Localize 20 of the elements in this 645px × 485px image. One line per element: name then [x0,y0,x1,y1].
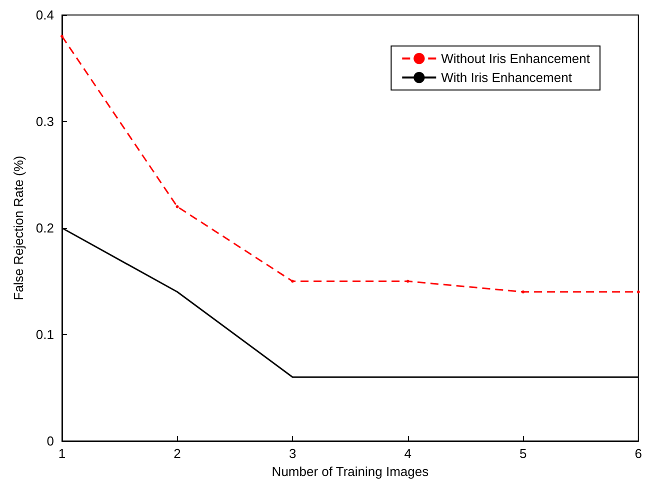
y-tick-label: 0.3 [36,114,54,129]
y-axis-title: False Rejection Rate (%) [11,156,26,300]
point [176,205,179,208]
y-tick-label: 0 [46,434,54,448]
point [291,280,294,283]
x-tick-label: 5 [519,446,527,461]
point [636,290,640,294]
legend-label: With Iris Enhancement [441,70,572,85]
x-tick-label: 1 [58,446,66,461]
point [60,34,64,38]
legend-label: Without Iris Enhancement [441,51,590,66]
x-tick-label: 6 [634,446,642,461]
x-tick-label: 2 [174,446,181,461]
y-tick-label: 0.4 [36,8,54,22]
x-tick-label: 3 [288,446,296,461]
y-tick-label: 0.2 [36,220,54,236]
point [522,290,525,294]
x-tick-label: 4 [404,446,412,461]
x-axis-title: Number of Training Images [272,464,430,479]
y-tick-label: 0.1 [36,327,54,342]
